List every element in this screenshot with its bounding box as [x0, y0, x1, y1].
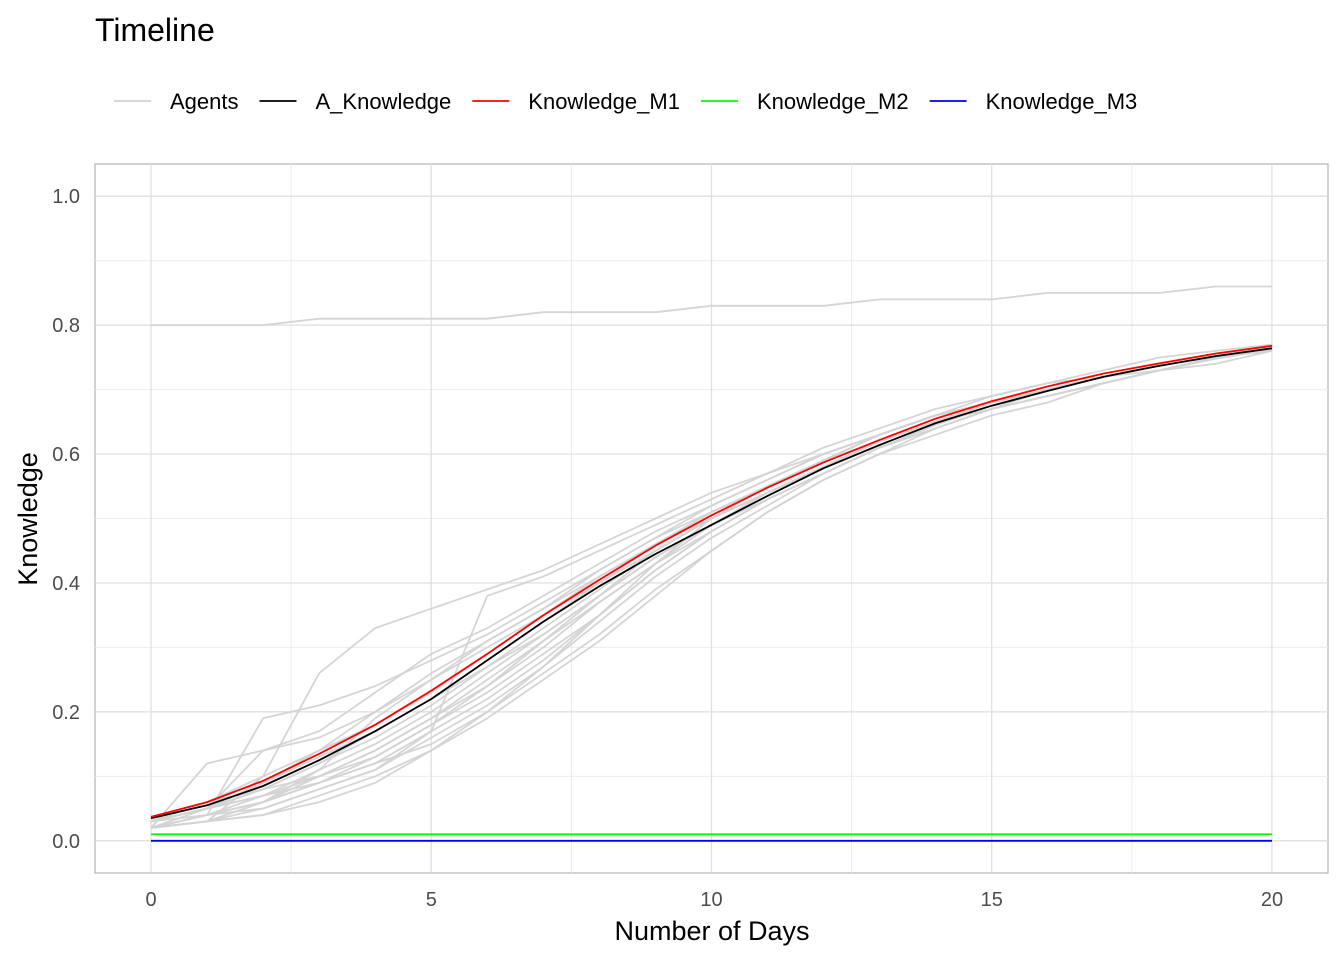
legend: Agents A_Knowledge Knowledge_M1 Knowledge_M… [114, 89, 1137, 114]
grid-lines [95, 164, 1328, 873]
legend-item-knowledge-m3: Knowledge_M3 [929, 89, 1138, 114]
agent-line-1 [151, 285, 1272, 326]
series-lines [150, 344, 1273, 842]
x-tick-label: 0 [145, 889, 156, 911]
x-axis-ticks: 0 5 10 15 20 [145, 889, 1283, 911]
x-tick-label: 5 [426, 889, 437, 911]
x-axis-title: Number of Days [614, 916, 809, 946]
x-tick-label: 10 [700, 889, 722, 911]
chart-title: Timeline [95, 12, 215, 48]
y-tick-label: 0.6 [52, 444, 80, 466]
y-tick-label: 0.8 [52, 315, 80, 337]
series-line-a-knowledge [150, 347, 1273, 820]
agent-line-7 [150, 348, 1273, 829]
legend-label: A_Knowledge [316, 89, 452, 114]
legend-item-a-knowledge: A_Knowledge [259, 89, 452, 114]
legend-label: Agents [170, 89, 239, 114]
legend-label: Knowledge_M3 [986, 89, 1138, 114]
y-tick-label: 1.0 [52, 186, 80, 208]
x-tick-label: 20 [1261, 889, 1283, 911]
agent-line-4 [150, 350, 1273, 829]
series-line-knowledge-m1 [150, 344, 1273, 818]
y-tick-label: 0.2 [52, 702, 80, 724]
y-axis-ticks: 0.0 0.2 0.4 0.6 0.8 1.0 [52, 186, 80, 853]
y-tick-label: 0.0 [52, 831, 80, 853]
legend-item-knowledge-m2: Knowledge_M2 [700, 89, 909, 114]
y-tick-label: 0.4 [52, 573, 80, 595]
y-axis-title: Knowledge [13, 452, 43, 586]
legend-item-agents: Agents [114, 89, 239, 114]
legend-label: Knowledge_M1 [528, 89, 680, 114]
legend-label: Knowledge_M2 [757, 89, 909, 114]
x-tick-label: 15 [981, 889, 1003, 911]
legend-item-knowledge-m1: Knowledge_M1 [472, 89, 680, 114]
